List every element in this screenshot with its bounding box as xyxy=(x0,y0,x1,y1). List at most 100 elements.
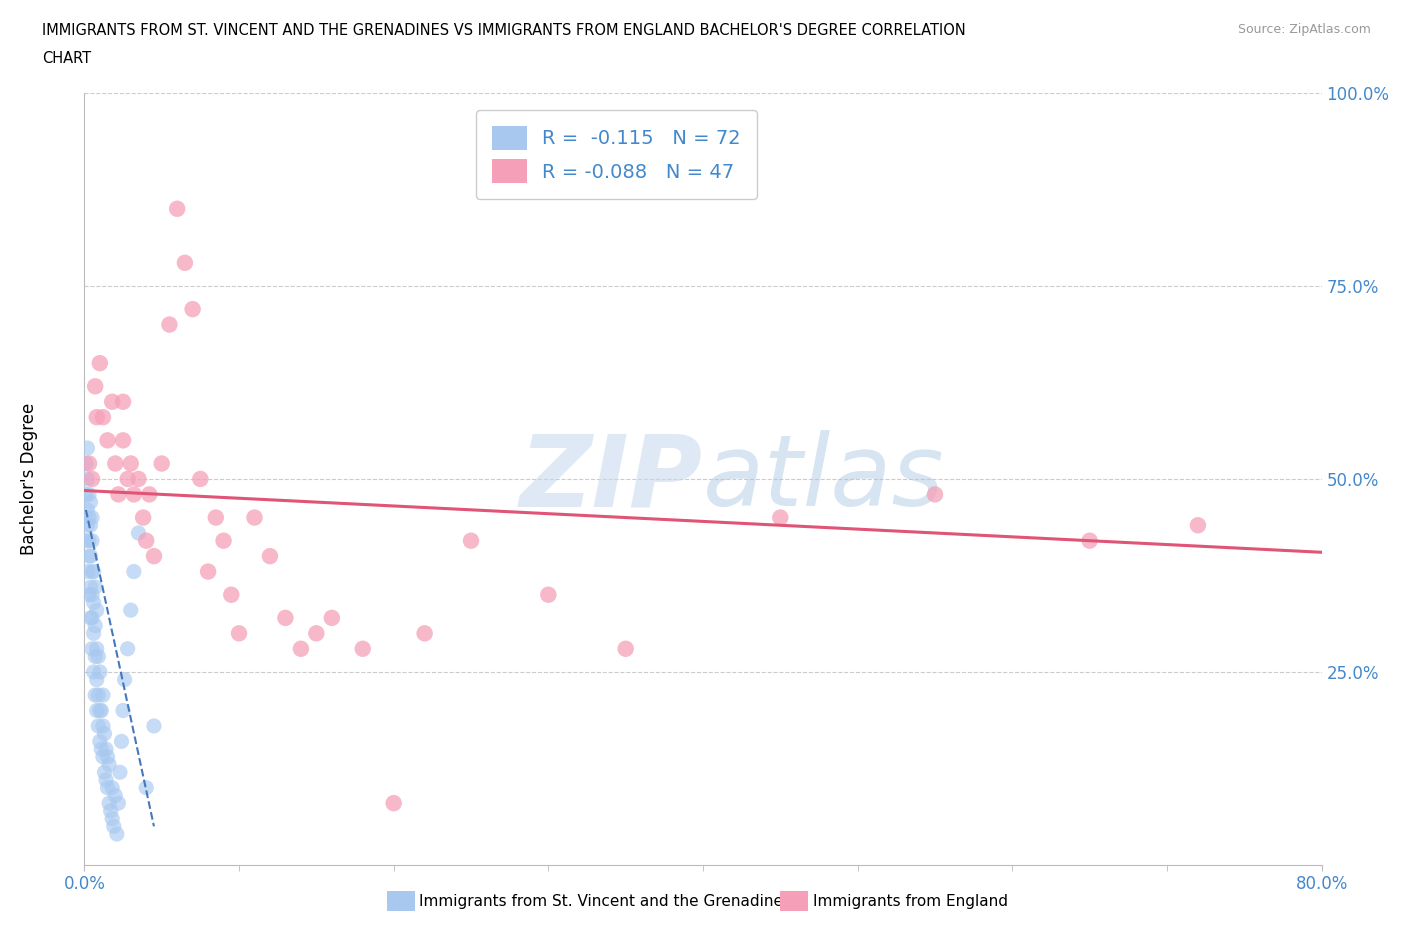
Point xyxy=(110,734,132,749)
Point xyxy=(101,811,124,826)
Point xyxy=(86,603,108,618)
Point xyxy=(86,703,108,718)
Point xyxy=(143,549,166,564)
Point xyxy=(77,456,100,471)
Point xyxy=(79,518,101,533)
Point xyxy=(98,757,121,772)
Point xyxy=(382,796,405,811)
Point xyxy=(76,502,98,517)
Point xyxy=(112,703,135,718)
Point xyxy=(104,788,127,803)
Point xyxy=(112,394,135,409)
Point xyxy=(205,510,228,525)
Text: CHART: CHART xyxy=(42,51,91,66)
Point xyxy=(181,301,204,316)
Point xyxy=(90,742,112,757)
Point xyxy=(82,588,104,603)
Point xyxy=(127,525,149,540)
Point xyxy=(91,750,114,764)
Point xyxy=(243,510,266,525)
Point xyxy=(93,726,115,741)
Y-axis label: Bachelor's Degree: Bachelor's Degree xyxy=(20,403,38,555)
Point xyxy=(259,549,281,564)
Point xyxy=(924,487,946,502)
Point xyxy=(101,394,124,409)
Point xyxy=(86,642,108,657)
Point xyxy=(83,626,105,641)
Point xyxy=(117,642,139,657)
Point xyxy=(83,665,105,680)
Point xyxy=(94,742,117,757)
Point xyxy=(150,456,173,471)
Point xyxy=(84,579,107,594)
Point xyxy=(352,642,374,657)
Text: Immigrants from England: Immigrants from England xyxy=(813,894,1008,909)
Point xyxy=(84,649,107,664)
Legend: R =  -0.115   N = 72, R = -0.088   N = 47: R = -0.115 N = 72, R = -0.088 N = 47 xyxy=(477,111,756,199)
Point xyxy=(769,510,792,525)
Point xyxy=(79,495,101,510)
Point xyxy=(76,441,98,456)
Point xyxy=(79,610,101,625)
Point xyxy=(83,565,105,579)
Point xyxy=(76,472,98,486)
Point xyxy=(120,456,142,471)
Point xyxy=(143,719,166,734)
Text: IMMIGRANTS FROM ST. VINCENT AND THE GRENADINES VS IMMIGRANTS FROM ENGLAND BACHEL: IMMIGRANTS FROM ST. VINCENT AND THE GREN… xyxy=(42,23,966,38)
Point xyxy=(290,642,312,657)
Point xyxy=(75,487,97,502)
Point xyxy=(114,672,136,687)
Point xyxy=(188,472,211,486)
Point xyxy=(132,510,155,525)
Point xyxy=(1078,533,1101,548)
Point xyxy=(159,317,180,332)
Point xyxy=(107,487,129,502)
Point xyxy=(197,565,219,579)
Point xyxy=(91,410,114,425)
Point xyxy=(100,804,122,818)
Point xyxy=(537,588,560,603)
Point xyxy=(212,533,235,548)
Point xyxy=(96,433,118,448)
Point xyxy=(83,595,105,610)
Point xyxy=(82,533,104,548)
Point xyxy=(76,518,98,533)
Point xyxy=(90,703,112,718)
Point xyxy=(138,487,160,502)
Point xyxy=(82,610,104,625)
Point xyxy=(77,487,100,502)
Point xyxy=(89,356,111,371)
Point xyxy=(76,565,98,579)
Point xyxy=(77,533,100,548)
Point xyxy=(117,472,139,486)
Point xyxy=(86,672,108,687)
Point xyxy=(82,565,104,579)
Point xyxy=(112,433,135,448)
Point xyxy=(86,410,108,425)
Point xyxy=(82,642,104,657)
Point xyxy=(105,827,128,842)
Point xyxy=(87,719,110,734)
Text: Source: ZipAtlas.com: Source: ZipAtlas.com xyxy=(1237,23,1371,36)
Point xyxy=(91,687,114,702)
Point xyxy=(228,626,250,641)
Point xyxy=(103,819,125,834)
Text: ZIP: ZIP xyxy=(520,431,703,527)
Point xyxy=(87,687,110,702)
Point xyxy=(77,588,100,603)
Point xyxy=(96,780,118,795)
Point xyxy=(174,256,197,271)
Text: atlas: atlas xyxy=(703,431,945,527)
Point xyxy=(82,472,104,486)
Point xyxy=(79,549,101,564)
Point xyxy=(108,764,131,779)
Point xyxy=(1187,518,1209,533)
Point xyxy=(321,610,343,625)
Point xyxy=(122,565,145,579)
Point xyxy=(82,510,104,525)
Point xyxy=(274,610,297,625)
Point xyxy=(614,642,637,657)
Point xyxy=(413,626,436,641)
Point xyxy=(93,764,115,779)
Text: Immigrants from St. Vincent and the Grenadines: Immigrants from St. Vincent and the Gren… xyxy=(419,894,792,909)
